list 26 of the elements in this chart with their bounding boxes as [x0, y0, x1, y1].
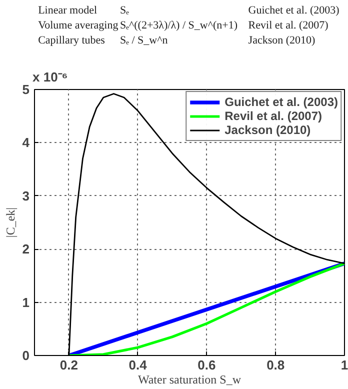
y-tick-label: 5 — [22, 82, 30, 97]
x-axis-title: Water saturation S_w — [138, 372, 242, 386]
text: x 10⁻⁶ — [32, 70, 68, 84]
x-tick-label: 1 — [340, 358, 348, 372]
y-tick-label: 4 — [22, 135, 30, 150]
x-tick-label: 0.8 — [266, 358, 285, 372]
text: Jackson (2010) — [248, 34, 316, 46]
x-tick-label: 0.2 — [60, 358, 78, 372]
x-tick-label: 0.4 — [128, 358, 148, 372]
text: Guichet et al. (2003) — [248, 4, 340, 16]
text: Linear model — [38, 4, 98, 16]
legend-label: Revil et al. (2007) — [224, 109, 322, 123]
x-tick-label: 0.6 — [198, 358, 216, 372]
text: Sₑ^((2+3λ)/λ) / S_w^(n+1) — [120, 20, 238, 32]
text: Sₑ — [120, 4, 130, 16]
legend-label: Guichet et al. (2003) — [224, 95, 338, 109]
y-tick-label: 2 — [22, 242, 30, 257]
y-axis-title: |C_ek| — [3, 207, 18, 238]
text: Sₑ / S_w^n — [120, 34, 168, 46]
y-tick-label: 3 — [22, 188, 30, 204]
text: Volume averaging — [38, 20, 119, 32]
y-tick-label: 1 — [22, 294, 30, 310]
text: Revil et al. (2007) — [248, 20, 329, 32]
text: Capillary tubes — [38, 34, 105, 46]
legend-label: Jackson (2010) — [224, 123, 311, 137]
y-tick-label: 0 — [22, 348, 30, 363]
